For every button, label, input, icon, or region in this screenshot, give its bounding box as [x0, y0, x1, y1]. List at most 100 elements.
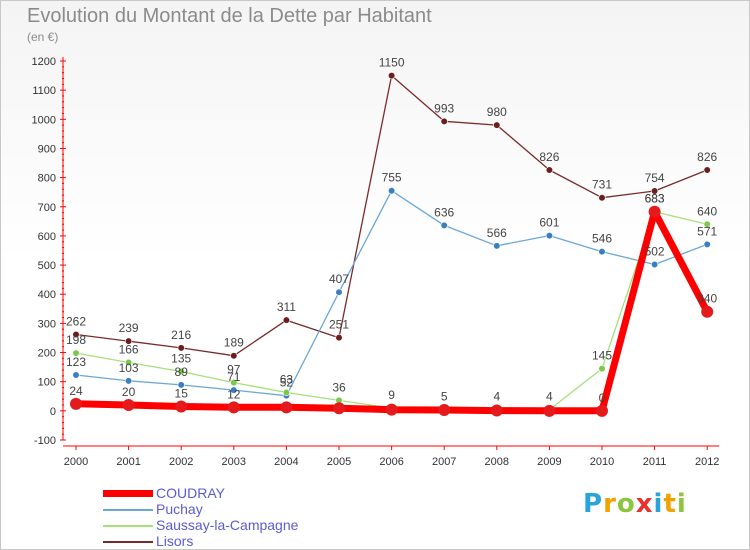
data-label: 4 [493, 390, 500, 404]
data-label: 9 [388, 388, 395, 402]
y-tick-label: 700 [38, 202, 56, 214]
data-point [596, 404, 608, 417]
data-point [545, 166, 554, 174]
legend-swatch-saussay [103, 525, 153, 527]
data-label: 89 [175, 365, 189, 379]
logo-letter: o [616, 489, 636, 519]
data-point [280, 401, 293, 414]
data-point [124, 377, 133, 385]
data-label: 71 [227, 370, 241, 384]
chart-series [70, 71, 714, 417]
data-label: 262 [66, 314, 86, 328]
data-point [230, 378, 238, 387]
data-point [438, 403, 451, 416]
data-point [545, 232, 554, 240]
y-tick-label: 1000 [32, 114, 56, 126]
chart-data-labels: 24 20 15 12 0 683 340 123 103 89 71 52 407 755 636 566 6… [66, 56, 718, 405]
data-point [650, 260, 659, 269]
data-label: 0 [599, 391, 606, 405]
data-label: 251 [329, 318, 349, 332]
data-label: 239 [119, 321, 139, 335]
data-label: 36 [332, 380, 346, 394]
y-tick-label: -100 [34, 435, 56, 447]
data-label: 754 [645, 171, 665, 185]
x-tick-label: 2009 [537, 456, 561, 468]
legend-label-puchay: Puchay [156, 501, 203, 517]
legend-label-coudray: COUDRAY [156, 485, 225, 501]
data-label: 993 [434, 101, 454, 115]
x-tick-label: 2011 [643, 456, 667, 468]
logo-letter: r [603, 489, 617, 519]
data-label: 980 [487, 105, 507, 119]
data-label: 123 [66, 355, 86, 369]
data-label: 546 [592, 232, 612, 246]
data-point [124, 337, 133, 345]
data-point [177, 344, 185, 352]
data-point [388, 71, 396, 80]
legend-item-saussay: Saussay-la-Campagne [103, 518, 363, 534]
x-tick-label: 2005 [327, 456, 351, 468]
data-label: 52 [280, 376, 294, 390]
x-tick-label: 2001 [116, 456, 140, 468]
data-label: 1150 [379, 56, 405, 70]
data-label: 166 [119, 342, 139, 356]
data-point [177, 381, 185, 389]
legend-swatch-coudray [103, 490, 153, 497]
x-tick-label: 2002 [169, 456, 193, 468]
x-tick-label: 2000 [64, 456, 88, 468]
logo-letter: i [653, 489, 664, 519]
data-point [122, 399, 135, 412]
data-label: 311 [277, 300, 296, 314]
data-point [703, 240, 711, 248]
y-tick-label: 900 [38, 143, 56, 155]
x-tick-label: 2004 [274, 456, 298, 468]
x-tick-label: 2007 [432, 456, 456, 468]
legend-swatch-lisors [103, 541, 153, 543]
logo-letter: x [635, 489, 654, 519]
y-tick-label: 800 [38, 173, 56, 185]
data-label: 566 [487, 226, 507, 240]
data-point [230, 386, 238, 394]
y-tick-label: 400 [38, 289, 56, 301]
data-point [493, 121, 501, 129]
data-point [703, 220, 711, 228]
y-tick-label: 0 [50, 406, 56, 418]
data-point [333, 402, 345, 415]
legend-label-saussay: Saussay-la-Campagne [156, 517, 299, 533]
data-point [490, 404, 503, 417]
data-point [440, 221, 448, 230]
chart-legend: COUDRAY Puchay Saussay-la-Campagne Lisor… [103, 486, 363, 550]
data-label: 103 [119, 361, 139, 375]
data-point [177, 367, 185, 376]
data-label: 502 [645, 244, 665, 258]
data-label: 135 [171, 351, 191, 365]
data-point [227, 401, 240, 414]
data-label: 755 [382, 171, 402, 185]
data-label: 571 [697, 224, 717, 238]
data-point [124, 358, 133, 367]
data-label: 4 [546, 390, 553, 404]
legend-item-lisors: Lisors [103, 534, 363, 550]
data-label: 636 [434, 205, 454, 219]
data-point [282, 316, 291, 324]
data-label: 189 [224, 336, 244, 350]
data-label: 12 [227, 387, 241, 401]
y-tick-label: 1100 [32, 85, 56, 97]
data-label: 640 [697, 204, 717, 218]
data-point [335, 334, 343, 342]
logo-letter: t [663, 489, 677, 519]
x-tick-label: 2008 [485, 456, 509, 468]
data-label: 731 [592, 178, 612, 192]
x-tick-label: 2006 [379, 456, 403, 468]
data-label: 5 [441, 389, 448, 403]
data-label: 826 [697, 150, 717, 164]
series-line-lisors [75, 74, 708, 357]
data-point [703, 166, 711, 174]
data-label: 63 [280, 372, 294, 386]
x-tick-label: 2010 [590, 456, 614, 468]
y-tick-label: 600 [38, 231, 56, 243]
data-point [701, 305, 714, 318]
proxiti-logo: Proxiti [583, 489, 687, 519]
